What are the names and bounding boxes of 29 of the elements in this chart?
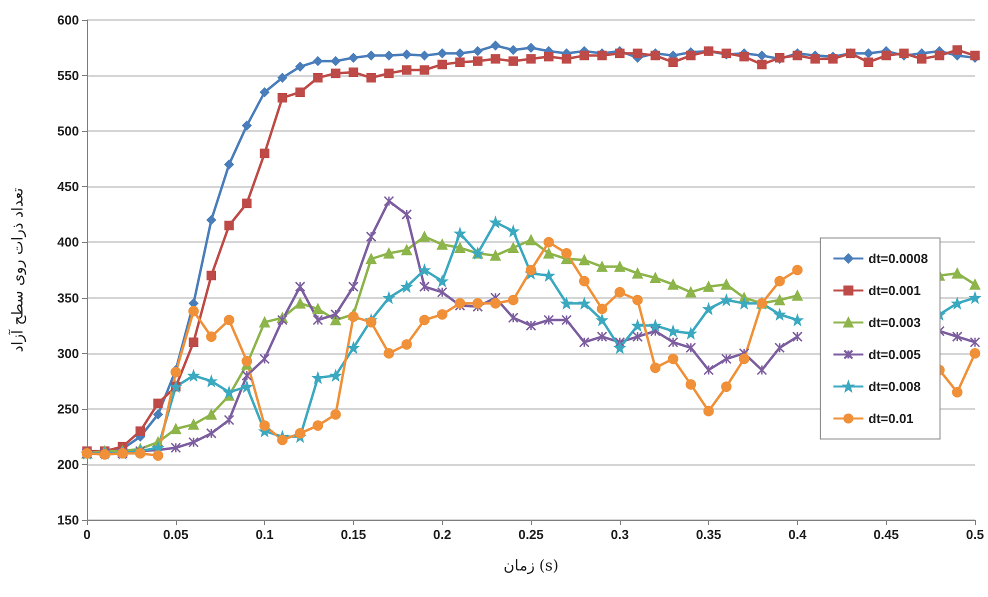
legend-label: dt=0.003 (868, 315, 921, 330)
x-tick-label: 0.3 (610, 527, 629, 542)
y-tick-label: 450 (57, 179, 79, 194)
x-tick-label: 0.4 (788, 527, 808, 542)
y-axis-title: تعداد ذرات روی سطح آزاد (8, 188, 26, 352)
y-tick-label: 200 (57, 456, 79, 472)
y-tick-label: 400 (57, 234, 79, 250)
x-tick-label: 0.25 (518, 527, 544, 542)
legend-label: dt=0.001 (868, 283, 921, 298)
y-tick-label: 250 (57, 401, 79, 416)
x-tick-label: 0.1 (256, 527, 274, 542)
x-tick-label: 0 (83, 527, 91, 542)
x-tick-label: 0.05 (163, 527, 188, 542)
x-axis-title: زمان (s) (503, 556, 559, 574)
y-tick-label: 500 (57, 124, 79, 139)
legend-label: dt=0.0008 (868, 251, 928, 266)
x-tick-label: 0.5 (966, 527, 984, 542)
legend-label: dt=0.005 (868, 347, 921, 362)
x-tick-label: 0.15 (340, 527, 366, 542)
legend-label: dt=0.008 (868, 379, 921, 394)
y-tick-label: 300 (57, 346, 79, 361)
y-tick-label: 350 (57, 290, 79, 306)
y-tick-label: 150 (57, 512, 79, 528)
x-tick-label: 0.2 (433, 527, 452, 542)
legend-label: dt=0.01 (868, 411, 914, 426)
y-tick-label: 600 (57, 12, 79, 28)
x-tick-label: 0.35 (696, 527, 722, 542)
x-tick-label: 0.45 (874, 527, 899, 542)
y-tick-label: 550 (57, 68, 79, 84)
